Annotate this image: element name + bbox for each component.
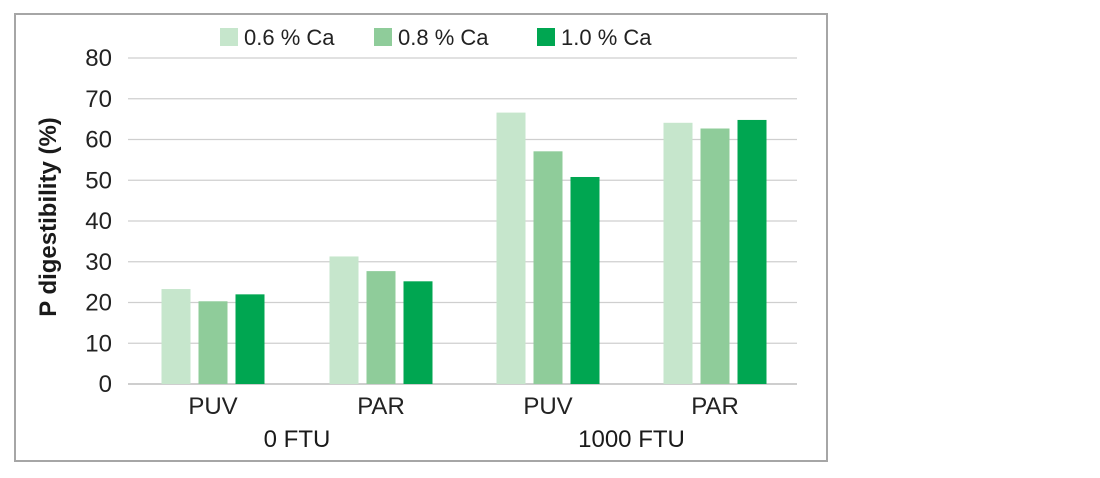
bar-3-2	[737, 119, 767, 384]
legend-label-1: 0.8 % Ca	[398, 25, 489, 50]
y-tick-label-60: 60	[85, 127, 112, 154]
bar-0-0	[161, 289, 191, 384]
bar-0-2	[235, 294, 265, 384]
x-tick-label-1: PAR	[357, 393, 405, 420]
legend-label-0: 0.6 % Ca	[244, 25, 335, 50]
legend-item-1: 0.8 % Ca	[374, 25, 489, 50]
y-tick-label-70: 70	[85, 86, 112, 113]
bar-1-2	[403, 281, 433, 384]
legend-swatch-1	[374, 28, 392, 46]
legend: 0.6 % Ca 0.8 % Ca 1.0 % Ca	[220, 25, 652, 50]
y-tick-label-20: 20	[85, 290, 112, 317]
y-tick-label-50: 50	[85, 167, 112, 194]
bar-3-0	[663, 122, 693, 384]
y-tick-label-10: 10	[85, 330, 112, 357]
y-tick-label-30: 30	[85, 249, 112, 276]
y-axis-ticks: 0 10 20 30 40 50 60 70 80	[85, 45, 112, 398]
bars	[161, 112, 767, 384]
bar-1-1	[366, 271, 396, 384]
bar-2-1	[533, 151, 563, 384]
group-label-0: 0 FTU	[264, 426, 331, 453]
y-axis-label: P digestibility (%)	[35, 117, 62, 317]
legend-label-2: 1.0 % Ca	[561, 25, 652, 50]
bar-2-2	[570, 176, 600, 384]
x-tick-label-2: PUV	[523, 393, 572, 420]
group-labels: 0 FTU 1000 FTU	[264, 426, 685, 453]
y-tick-label-80: 80	[85, 45, 112, 72]
x-tick-label-3: PAR	[691, 393, 739, 420]
y-tick-label-40: 40	[85, 208, 112, 235]
group-label-1: 1000 FTU	[578, 426, 685, 453]
legend-swatch-0	[220, 28, 238, 46]
gridlines	[128, 57, 797, 344]
legend-item-2: 1.0 % Ca	[537, 25, 652, 50]
bar-1-0	[329, 256, 359, 384]
y-tick-label-0: 0	[99, 371, 112, 398]
x-tick-label-0: PUV	[188, 393, 237, 420]
legend-swatch-2	[537, 28, 555, 46]
legend-item-0: 0.6 % Ca	[220, 25, 335, 50]
bar-0-1	[198, 301, 228, 384]
bar-2-0	[496, 112, 526, 384]
x-axis-ticks: PUV PAR PUV PAR	[188, 393, 738, 420]
bar-3-1	[700, 128, 730, 384]
